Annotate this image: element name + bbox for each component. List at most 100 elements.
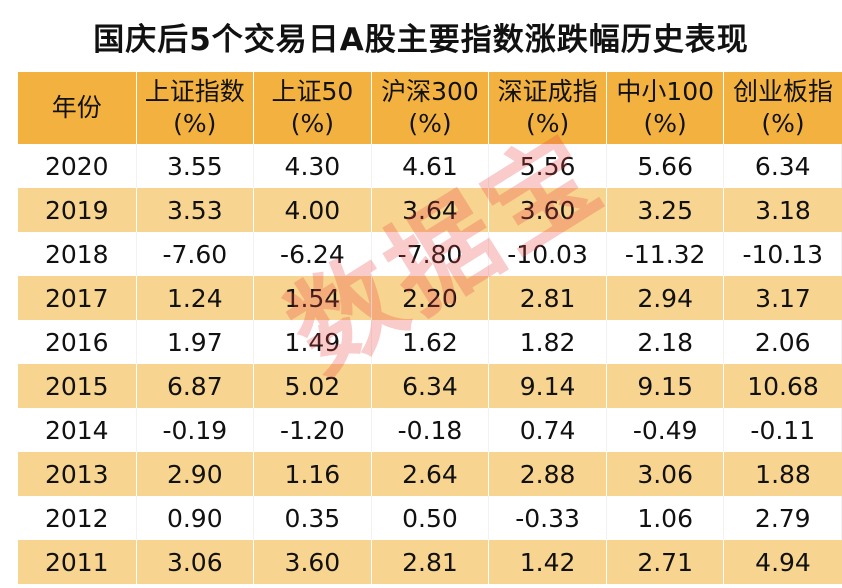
table-row: 2013 2.90 1.16 2.64 2.88 3.06 1.88 [18, 452, 842, 496]
table-row: 2020 3.55 4.30 4.61 5.56 5.66 6.34 [18, 144, 842, 188]
value-cell: 3.25 [606, 188, 725, 232]
value-cell: -0.19 [136, 408, 255, 452]
column-header-name: 创业板指 [733, 77, 834, 106]
value-cell: 4.00 [253, 188, 372, 232]
value-cell: 3.17 [755, 283, 811, 313]
value-cell: 9.15 [606, 364, 725, 408]
chart-title: 国庆后5个交易日A股主要指数涨跌幅历史表现 [93, 21, 749, 58]
table-row: 2014 -0.19 -1.20 -0.18 0.74 -0.49 -0.11 [18, 408, 842, 452]
value-cell: 1.16 [253, 452, 372, 496]
value-cell: 5.66 [606, 144, 725, 188]
value-cell: -10.03 [488, 232, 607, 276]
column-header-name: 中小100 [616, 77, 715, 106]
index-performance-table: 年份 上证指数 (%) 上证50 (%) 沪深300 (%) 深证成指 (%) 中小100 (%) 创… [18, 72, 842, 584]
year-cell: 2017 [18, 276, 137, 320]
year-cell: 2014 [18, 408, 137, 452]
column-header-name: 上证指数 [144, 77, 245, 106]
value-cell: 2.88 [488, 452, 607, 496]
value-cell: 9.14 [488, 364, 607, 408]
value-cell: -10.13 [723, 232, 842, 276]
table-header-row: 年份 上证指数 (%) 上证50 (%) 沪深300 (%) 深证成指 (%) 中小100 (%) 创… [18, 72, 842, 144]
value-cell: -6.24 [253, 232, 372, 276]
value-cell: 1.24 [136, 276, 255, 320]
value-cell: -11.32 [606, 232, 725, 276]
column-header: 上证50 (%) [253, 72, 372, 144]
column-header: 沪深300 (%) [371, 72, 490, 144]
table-row: 2018 -7.60 -6.24 -7.80 -10.03 -11.32 -10.13 [18, 232, 842, 276]
column-header-unit: (%) [761, 109, 805, 138]
value-cell: 10.68 [747, 371, 819, 401]
column-header-name: 沪深300 [381, 77, 479, 106]
value-cell: -1.20 [253, 408, 372, 452]
value-cell: 6.87 [136, 364, 255, 408]
value-cell: -0.49 [606, 408, 725, 452]
value-cell: 2.90 [136, 452, 255, 496]
value-cell: 0.90 [136, 496, 255, 540]
value-cell: 3.06 [606, 452, 725, 496]
value-cell: 4.61 [371, 144, 490, 188]
year-cell: 2015 [18, 364, 137, 408]
value-cell: 2.81 [488, 276, 607, 320]
year-cell: 2011 [18, 540, 137, 584]
value-cell: 4.30 [253, 144, 372, 188]
value-cell: 0.74 [488, 408, 607, 452]
value-cell: 1.54 [253, 276, 372, 320]
year-cell: 2013 [18, 452, 137, 496]
value-cell: 1.82 [488, 320, 607, 364]
column-header: 年份 [18, 72, 137, 144]
column-header-unit: (%) [408, 109, 452, 138]
column-header-unit: (%) [643, 109, 687, 138]
table-body: 2020 3.55 4.30 4.61 5.56 5.66 6.34 2019 3.53 4.00… [18, 144, 842, 584]
column-header: 上证指数 (%) [136, 72, 255, 144]
value-cell: 6.34 [723, 144, 842, 188]
value-cell: 2.79 [723, 496, 842, 540]
table-row: 2011 3.06 3.60 2.81 1.42 2.71 4.94 [18, 540, 842, 584]
year-cell: 2012 [18, 496, 137, 540]
value-cell: 2.64 [371, 452, 490, 496]
value-cell: 1.42 [488, 540, 607, 584]
year-cell: 2020 [18, 144, 137, 188]
column-header-unit: (%) [173, 109, 217, 138]
value-cell: 2.06 [723, 320, 842, 364]
value-cell: -0.11 [723, 408, 842, 452]
table-row: 2017 1.24 1.54 2.20 2.81 2.94 3.17 [18, 276, 842, 320]
table-row: 2016 1.97 1.49 1.62 1.82 2.18 2.06 [18, 320, 842, 364]
value-cell: 3.60 [253, 540, 372, 584]
value-cell: 2.18 [606, 320, 725, 364]
table-row: 2015 6.87 5.02 6.34 9.14 9.15 10.68 [18, 364, 842, 408]
column-header-name: 深证成指 [497, 77, 598, 106]
value-cell: -0.33 [488, 496, 607, 540]
value-cell: 4.94 [755, 547, 811, 577]
value-cell: 3.18 [755, 195, 811, 225]
column-header-unit: (%) [290, 109, 335, 138]
value-cell: 5.02 [253, 364, 372, 408]
column-header-name: 年份 [51, 93, 102, 122]
year-cell: 2019 [18, 188, 137, 232]
value-cell: 5.56 [488, 144, 607, 188]
table-row: 2012 0.90 0.35 0.50 -0.33 1.06 2.79 [18, 496, 842, 540]
value-cell: 1.97 [136, 320, 255, 364]
column-header: 深证成指 (%) [488, 72, 607, 144]
value-cell: 3.06 [136, 540, 255, 584]
table-row: 2019 3.53 4.00 3.64 3.60 3.25 3.18 [18, 188, 842, 232]
value-cell: 1.06 [606, 496, 725, 540]
value-cell: 6.34 [371, 364, 490, 408]
column-header: 中小100 (%) [606, 72, 725, 144]
year-cell: 2016 [18, 320, 137, 364]
value-cell: 3.55 [136, 144, 255, 188]
value-cell: 2.20 [371, 276, 490, 320]
value-cell: 3.60 [488, 188, 607, 232]
value-cell: -7.80 [371, 232, 490, 276]
column-header-name: 上证50 [271, 77, 354, 106]
year-cell: 2018 [18, 232, 137, 276]
value-cell: 2.94 [606, 276, 725, 320]
value-cell: 1.49 [253, 320, 372, 364]
value-cell: 0.50 [371, 496, 490, 540]
value-cell: 0.35 [253, 496, 372, 540]
value-cell: -7.60 [136, 232, 255, 276]
value-cell: 1.88 [755, 459, 811, 489]
value-cell: 3.53 [136, 188, 255, 232]
value-cell: 2.81 [371, 540, 490, 584]
column-header-unit: (%) [525, 109, 570, 138]
value-cell: -0.18 [371, 408, 490, 452]
